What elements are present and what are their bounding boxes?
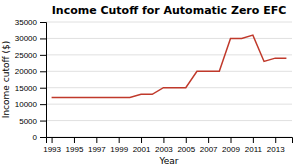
y-tick-mark (40, 137, 46, 138)
chart: 1993 1995 1997 1999 2001 2003 2005 2007 2009 2011… (0, 0, 302, 167)
x-tick: 2005 (177, 137, 195, 154)
x-tick-label: 2011 (245, 145, 263, 154)
grid (46, 22, 292, 137)
x-tick-mark (141, 137, 142, 143)
y-tick: 25000 (15, 51, 46, 60)
y-axis: 0 5000 10000 15000 20000 25000 30000 35000 (15, 18, 47, 142)
x-axis-title: Year (158, 156, 178, 166)
y-axis-title: Income cutoff ($) (1, 41, 11, 118)
x-tick-label: 1993 (43, 145, 61, 154)
grid-line (46, 71, 292, 72)
y-tick-label: 0 (33, 133, 38, 142)
y-tick: 0 (33, 133, 46, 142)
x-tick-mark (253, 137, 254, 143)
x-tick-label: 1997 (88, 145, 106, 154)
x-tick: 2003 (155, 137, 173, 154)
x-tick-label: 2005 (177, 145, 195, 154)
title: Income Cutoff for Automatic Zero EFC (52, 4, 287, 17)
y-tick: 20000 (15, 67, 46, 76)
y-tick-mark (40, 38, 46, 39)
y-tick-mark (40, 104, 46, 105)
x-tick: 1999 (110, 137, 128, 154)
y-tick: 10000 (15, 100, 46, 109)
y-tick-mark (40, 22, 46, 23)
x-tick-label: 2007 (200, 145, 218, 154)
x-tick: 1997 (88, 137, 106, 154)
y-tick-label: 10000 (15, 100, 38, 109)
x-tick: 2007 (200, 137, 218, 154)
x-tick-label: 2009 (222, 145, 240, 154)
grid-line (46, 54, 292, 55)
grid-line (46, 120, 292, 121)
plot: 1993 1995 1997 1999 2001 2003 2005 2007 2009 2011… (15, 18, 293, 154)
x-tick: 2011 (245, 137, 263, 154)
x-axis: 1993 1995 1997 1999 2001 2003 2005 2007 2009 2011… (43, 137, 292, 154)
x-tick-label: 2001 (133, 145, 151, 154)
x-axis-line (47, 138, 293, 144)
x-tick: 2001 (133, 137, 151, 154)
y-tick-mark (40, 55, 46, 56)
x-tick-mark (208, 137, 209, 143)
y-tick-mark (40, 88, 46, 89)
x-tick-mark (275, 137, 276, 143)
y-tick: 5000 (19, 117, 46, 126)
x-tick-mark (186, 137, 187, 143)
x-tick-mark (163, 137, 164, 143)
x-tick: 2013 (267, 137, 285, 154)
x-tick: 2009 (222, 137, 240, 154)
line (52, 35, 287, 97)
grid-line (46, 104, 292, 105)
y-tick-label: 20000 (15, 67, 38, 76)
y-tick: 30000 (15, 34, 46, 43)
x-tick-label: 2013 (267, 145, 285, 154)
y-tick-label: 25000 (15, 51, 38, 60)
grid-line (46, 22, 292, 23)
y-tick-mark (40, 71, 46, 72)
y-tick-label: 15000 (15, 84, 38, 93)
y-tick-mark (40, 121, 46, 122)
marks (52, 35, 287, 97)
x-tick-label: 1999 (110, 145, 128, 154)
x-tick: 1995 (66, 137, 84, 154)
x-tick-mark (52, 137, 53, 143)
y-tick-label: 5000 (19, 117, 37, 126)
y-tick: 15000 (15, 84, 46, 93)
y-tick-label: 30000 (15, 34, 38, 43)
y-tick: 35000 (15, 18, 46, 27)
x-tick-label: 2003 (155, 145, 173, 154)
y-axis-line (40, 23, 47, 138)
y-tick-label: 35000 (15, 18, 38, 27)
x-tick-mark (74, 137, 75, 143)
x-tick-label: 1995 (66, 145, 84, 154)
x-tick-mark (96, 137, 97, 143)
x-tick: 1993 (43, 137, 61, 154)
x-tick-mark (119, 137, 120, 143)
x-tick-mark (231, 137, 232, 143)
